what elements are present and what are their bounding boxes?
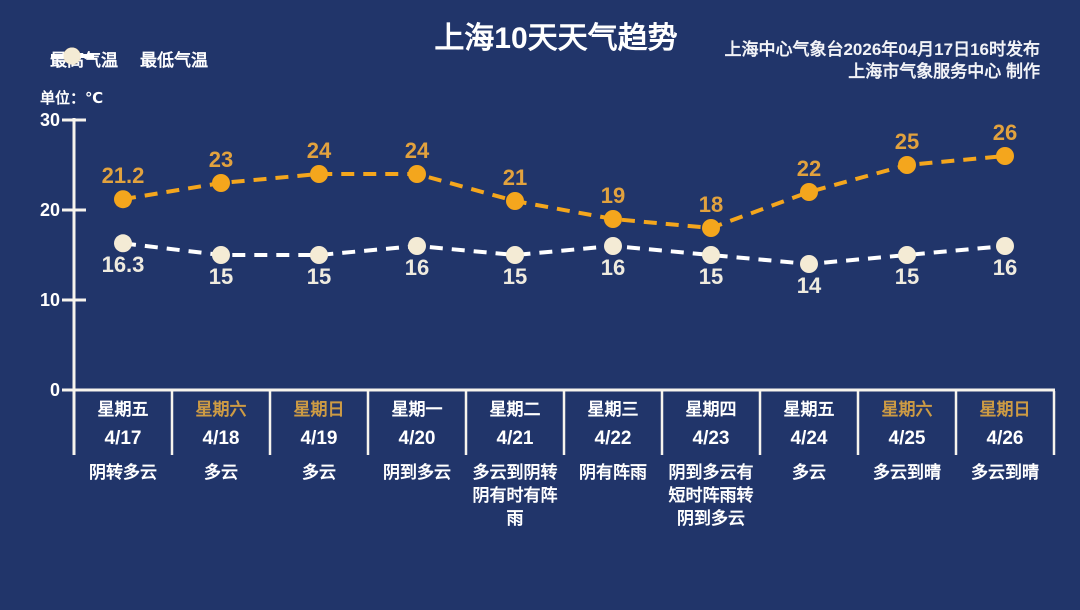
weekday-label: 星期五: [97, 400, 149, 419]
low-temp-value-label: 15: [894, 264, 920, 289]
high-temp-value-label: 21: [502, 165, 528, 190]
low-temp-value-label: 16: [992, 255, 1018, 280]
high-temp-point: [996, 147, 1014, 165]
high-temp-point: [310, 165, 328, 183]
y-axis-tick-label: 10: [39, 290, 60, 310]
weekday-label: 星期日: [293, 400, 345, 419]
high-temp-line: [122, 154, 1006, 231]
low-temp-point: [408, 237, 426, 255]
high-temp-value-label: 25: [894, 129, 920, 154]
date-label: 4/18: [202, 428, 240, 449]
day-column: 星期日 4/26 多云到晴: [956, 400, 1054, 484]
low-temp-value-label: 15: [208, 264, 234, 289]
weekday-label: 星期二: [489, 400, 541, 419]
high-temp-value-label: 24: [404, 138, 430, 163]
low-temp-point: [800, 255, 818, 273]
date-label: 4/23: [692, 428, 730, 449]
weekday-label: 星期六: [195, 400, 247, 419]
high-temp-value-label: 24: [306, 138, 332, 163]
date-label: 4/22: [594, 428, 632, 449]
source-attribution: 上海中心气象台2026年04月17日16时发布 上海市气象服务中心 制作: [724, 39, 1040, 83]
high-temp-value-label: 18: [698, 192, 724, 217]
date-label: 4/17: [104, 428, 142, 449]
high-temp-value-label: 26: [992, 120, 1018, 145]
high-temp-point: [702, 219, 720, 237]
low-temp-point: [506, 246, 524, 264]
day-column: 星期日 4/19 多云: [270, 400, 368, 484]
weather-label: 阴有阵雨: [579, 463, 647, 482]
high-temp-value-label: 19: [600, 183, 626, 208]
high-temp-point: [898, 156, 916, 174]
weather-label: 阴到多云有短时阵雨转阴到多云: [668, 463, 754, 528]
low-temp-value-label: 16: [404, 255, 430, 280]
legend-label-low-temp: 最低气温: [140, 51, 208, 70]
high-temp-point: [114, 190, 132, 209]
date-label: 4/25: [888, 428, 926, 449]
high-temp-point: [408, 165, 426, 183]
day-column: 星期六 4/18 多云: [172, 400, 270, 484]
date-label: 4/20: [398, 428, 436, 449]
day-column: 星期一 4/20 阴到多云: [368, 400, 466, 484]
low-temp-value-label: 15: [306, 264, 332, 289]
low-temp-point: [604, 237, 622, 255]
low-temp-point: [310, 246, 328, 264]
y-axis-tick-label: 0: [49, 380, 60, 400]
weather-label: 多云: [204, 463, 238, 482]
high-temp-point: [212, 174, 230, 192]
weekday-label: 星期五: [783, 400, 835, 419]
high-temp-point: [800, 183, 818, 201]
weather-label: 阴转多云: [89, 463, 157, 482]
low-temp-legend-marker-icon: [51, 47, 94, 65]
low-temp-value-label: 15: [502, 264, 528, 289]
page-title: 上海10天天气趋势: [434, 22, 678, 55]
day-column: 星期二 4/21 多云到阴转阴有时有阵雨: [466, 400, 564, 530]
low-temp-point: [898, 246, 916, 264]
source-line-producer: 上海市气象服务中心 制作: [848, 62, 1040, 81]
date-label: 4/24: [790, 428, 828, 449]
high-temp-point: [604, 210, 622, 228]
y-axis-tick-label: 20: [39, 200, 60, 220]
weekday-label: 星期日: [979, 400, 1031, 419]
high-temp-point: [506, 192, 524, 210]
weekday-label: 星期四: [685, 400, 737, 419]
unit-label: 单位：℃: [40, 90, 104, 107]
weekday-label: 星期一: [391, 400, 443, 419]
source-line-issued: 上海中心气象台2026年04月17日16时发布: [724, 40, 1040, 59]
weather-label: 多云到阴转阴有时有阵雨: [472, 463, 558, 528]
low-temp-point: [212, 246, 230, 264]
y-axis-tick-label: 30: [39, 110, 60, 130]
weekday-label: 星期三: [587, 400, 639, 419]
weather-label: 多云到晴: [873, 463, 941, 482]
high-temp-value-label: 21.2: [101, 163, 145, 189]
weather-label: 阴到多云: [383, 463, 451, 482]
day-column: 星期六 4/25 多云到晴: [858, 400, 956, 484]
day-column: 星期五 4/17 阴转多云: [74, 400, 172, 484]
date-label: 4/21: [496, 428, 534, 449]
low-temp-point: [114, 234, 132, 253]
low-temp-value-label: 14: [796, 273, 822, 298]
high-temp-value-label: 23: [208, 147, 234, 172]
weather-label: 多云到晴: [971, 463, 1039, 482]
day-column: 星期五 4/24 多云: [760, 400, 858, 484]
weather-label: 多云: [792, 463, 826, 482]
legend-item-low-temp: 最低气温: [51, 46, 208, 71]
low-temp-line: [122, 241, 1006, 267]
legend: 最高气温 最低气温: [50, 46, 208, 71]
date-label: 4/26: [986, 428, 1024, 449]
low-temp-point: [996, 237, 1014, 255]
date-label: 4/19: [300, 428, 338, 449]
day-column: 星期四 4/23 阴到多云有短时阵雨转阴到多云: [662, 400, 760, 530]
weather-label: 多云: [302, 463, 336, 482]
high-temp-value-label: 22: [796, 156, 822, 181]
low-temp-point: [702, 246, 720, 264]
day-column: 星期三 4/22 阴有阵雨: [564, 400, 662, 484]
low-temp-value-label: 16.3: [101, 252, 145, 278]
low-temp-value-label: 15: [698, 264, 724, 289]
weekday-label: 星期六: [881, 400, 933, 419]
low-temp-value-label: 16: [600, 255, 626, 280]
